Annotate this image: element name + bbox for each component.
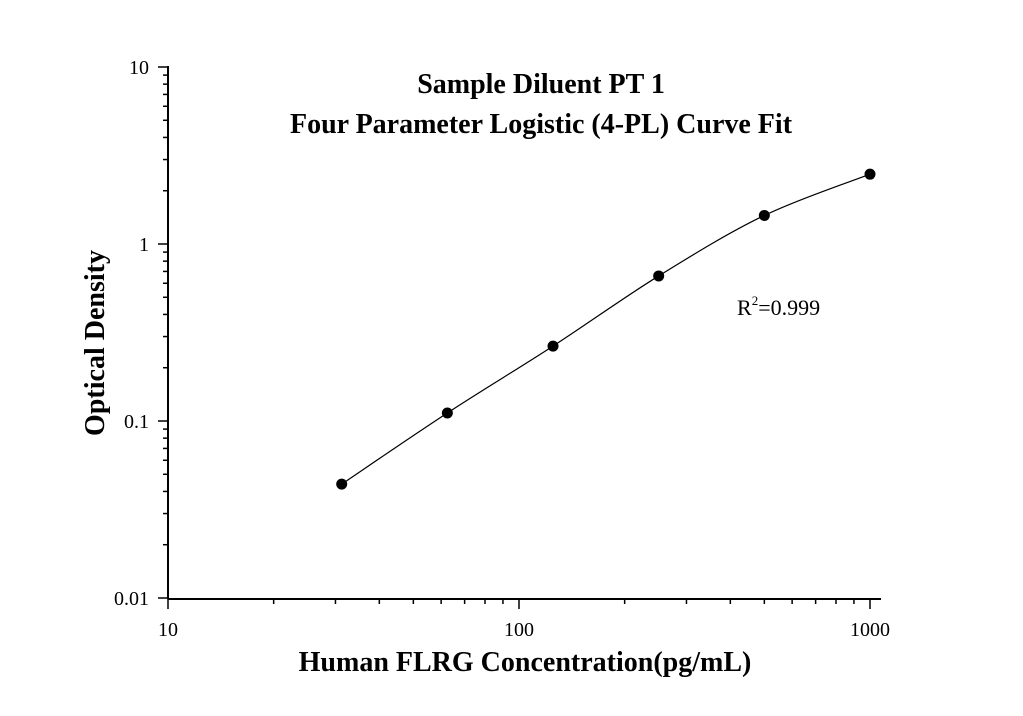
x-tick-label: 10 — [158, 619, 178, 641]
axis-ticks: 10 100 1000 0.01 0.1 1 10 — [114, 57, 890, 641]
r-squared-annotation: R2=0.999 — [737, 293, 820, 320]
y-tick-label: 0.1 — [124, 411, 149, 433]
r-squared-base: R — [737, 295, 752, 320]
data-point — [441, 407, 453, 419]
data-point — [864, 168, 876, 180]
y-tick-label: 1 — [139, 234, 149, 256]
fit-curve — [341, 173, 871, 485]
y-axis-label: Optical Density — [80, 250, 111, 436]
y-tick-label: 0.01 — [114, 588, 149, 610]
data-point — [758, 209, 770, 221]
y-tick-label: 10 — [129, 57, 149, 79]
r-squared-superscript: 2 — [752, 293, 759, 308]
data-point — [336, 478, 348, 490]
x-tick-label: 100 — [504, 619, 534, 641]
r-squared-value: =0.999 — [758, 295, 820, 320]
data-point — [653, 270, 665, 282]
x-tick-label: 1000 — [850, 619, 890, 641]
data-point — [547, 340, 559, 352]
data-points — [336, 168, 876, 490]
chart-title-line-1: Sample Diluent PT 1 — [417, 69, 665, 100]
fit-curve-layer — [341, 173, 871, 485]
x-axis-label: Human FLRG Concentration(pg/mL) — [299, 647, 752, 678]
chart-title-line-2: Four Parameter Logistic (4-PL) Curve Fit — [290, 109, 793, 140]
